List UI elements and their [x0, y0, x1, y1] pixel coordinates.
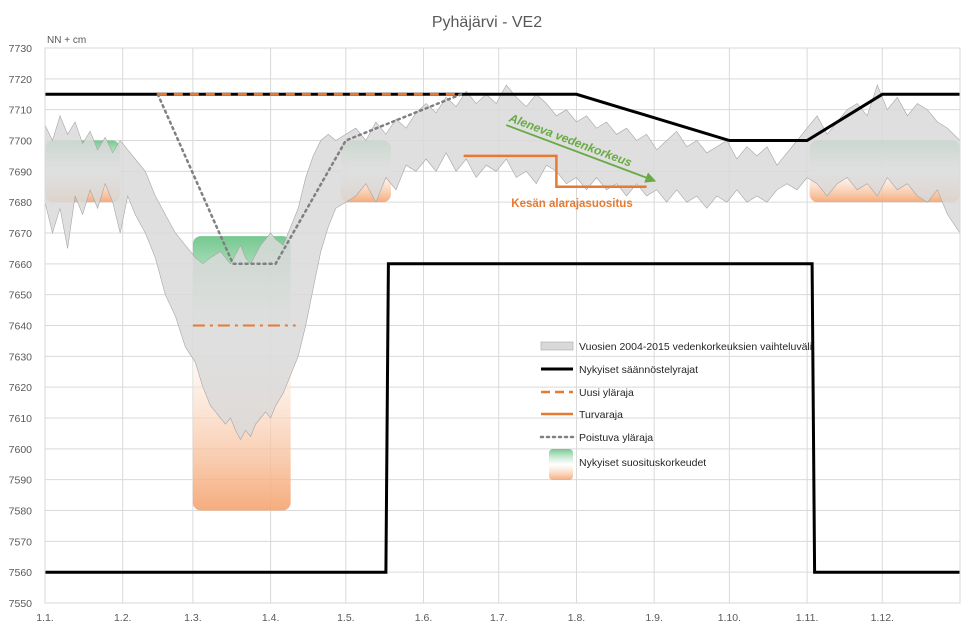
regulation-limit-line-1	[45, 92, 960, 142]
legend-swatch-range	[540, 341, 574, 351]
x-tick-label: 1.7.	[490, 612, 508, 624]
legend-item-6: Nykyiset suosituskorkeudet	[549, 449, 706, 480]
y-tick-label: 7720	[9, 74, 33, 86]
legend-label: Uusi yläraja	[579, 387, 634, 399]
chart-title: Pyhäjärvi - VE2	[432, 14, 542, 31]
regulation-limit-line-2	[45, 262, 960, 574]
y-tick-label: 7620	[9, 382, 33, 394]
legend-item-5: Poistuva yläraja	[539, 432, 653, 444]
x-tick-label: 1.4.	[262, 612, 280, 624]
y-tick-label: 7590	[9, 475, 33, 487]
x-tick-label: 1.5.	[337, 612, 355, 624]
y-tick-label: 7580	[9, 506, 33, 518]
y-tick-label: 7680	[9, 197, 33, 209]
x-tick-label: 1.6.	[415, 612, 433, 624]
y-tick-label: 7660	[9, 259, 33, 271]
y-tick-label: 7640	[9, 321, 33, 333]
summer-lower-limit-label: Kesän alarajasuositus	[511, 198, 632, 210]
legend-label: Poistuva yläraja	[579, 432, 653, 444]
y-tick-label: 7560	[9, 567, 33, 579]
legend-label: Nykyiset säännöstelyrajat	[579, 364, 698, 376]
x-tick-label: 1.8.	[568, 612, 586, 624]
legend-label: Nykyiset suosituskorkeudet	[579, 457, 706, 469]
x-tick-label: 1.9.	[645, 612, 663, 624]
summer-lower-limit-line	[463, 154, 647, 189]
y-tick-label: 7610	[9, 413, 33, 425]
legend-item-1: Vuosien 2004-2015 vedenkorkeuksien vaiht…	[540, 341, 812, 353]
legend-item-3: Uusi yläraja	[541, 387, 634, 399]
x-tick-label: 1.3.	[184, 612, 202, 624]
legend-item-2: Nykyiset säännöstelyrajat	[541, 364, 698, 376]
y-tick-label: 7630	[9, 351, 33, 363]
legend-swatch-recommended	[549, 449, 573, 480]
y-tick-label: 7600	[9, 444, 33, 456]
y-axis-unit: NN + cm	[47, 35, 86, 46]
plot-area-border	[44, 47, 961, 604]
y-tick-label: 7670	[9, 228, 33, 240]
y-tick-label: 7710	[9, 105, 33, 117]
x-tick-labels: 1.1. 1.2. 1.3. 1.4. 1.5. 1.6. 1.7. 1.8. 1.9. 1.10…	[36, 612, 894, 624]
legend-label: Vuosien 2004-2015 vedenkorkeuksien vaiht…	[579, 341, 812, 353]
limit-lines-layer	[45, 92, 960, 574]
legend: Vuosien 2004-2015 vedenkorkeuksien vaiht…	[539, 341, 812, 480]
decreasing-level-arrow	[505, 124, 657, 183]
x-tick-label: 1.11.	[796, 612, 819, 624]
legend-item-4: Turvaraja	[541, 409, 623, 421]
y-tick-label: 7690	[9, 166, 33, 178]
x-tick-label: 1.2.	[114, 612, 132, 624]
y-tick-label: 7550	[9, 598, 33, 610]
y-tick-label: 7700	[9, 136, 33, 148]
old-upper-limit-line	[156, 93, 463, 266]
y-tick-label: 7730	[9, 43, 33, 55]
legend-label: Turvaraja	[579, 409, 623, 421]
y-tick-label: 7570	[9, 536, 33, 548]
x-tick-label: 1.12.	[871, 612, 894, 624]
x-tick-label: 1.1.	[36, 612, 54, 624]
y-tick-label: 7650	[9, 290, 33, 302]
x-tick-label: 1.10.	[718, 612, 741, 624]
y-tick-labels: 7550 7560 7570 7580 7590 7600 7610 7620 7630 7640…	[9, 43, 33, 610]
